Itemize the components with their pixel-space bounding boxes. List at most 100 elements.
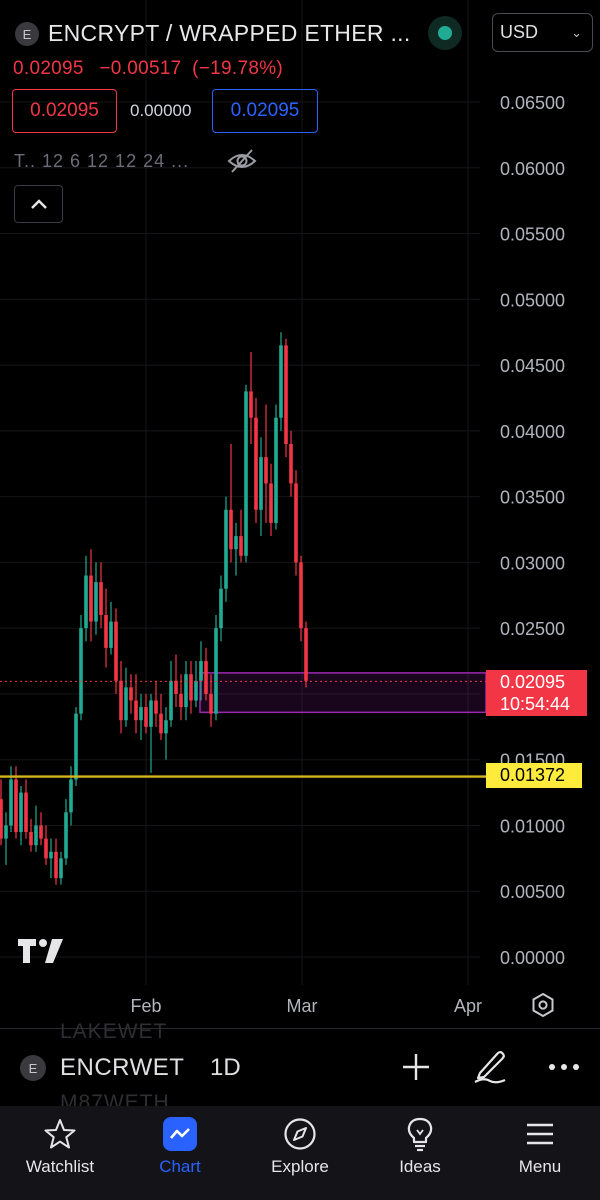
candle (194, 661, 198, 708)
candle (144, 693, 148, 734)
nav-chart[interactable]: Chart (120, 1106, 240, 1200)
candle (109, 601, 113, 655)
plus-icon[interactable] (400, 1051, 432, 1083)
candle (274, 404, 278, 530)
sell-button[interactable]: 0.02095 (12, 89, 117, 133)
currency-value: USD (500, 22, 539, 42)
candle (29, 818, 33, 852)
candle-body (279, 345, 283, 418)
market-status-indicator[interactable] (428, 16, 462, 50)
nav-label: Chart (159, 1157, 201, 1176)
nav-ideas[interactable]: Ideas (360, 1106, 480, 1200)
bottom-navigation: Watchlist Chart Explore (0, 1106, 600, 1200)
symbol-name-button[interactable]: ENCRWET (60, 1054, 185, 1081)
candle (159, 693, 163, 740)
price-chart[interactable]: 0.06500 0.06000 0.05500 0.05000 0.04500 0.040… (0, 0, 600, 1030)
candle-body (4, 825, 8, 839)
candle-body (9, 779, 13, 826)
chart-settings-icon[interactable] (530, 992, 556, 1018)
candle-body (304, 628, 308, 681)
interval-button[interactable]: 1D (210, 1054, 241, 1081)
drawing-pen-icon[interactable] (472, 1047, 508, 1085)
candle-body (144, 707, 148, 727)
buy-button[interactable]: 0.02095 (212, 89, 318, 133)
candle-body (29, 832, 33, 846)
x-tick-label: Feb (130, 996, 161, 1016)
level-price-tag: 0.01372 (486, 763, 582, 788)
candle-body (194, 680, 198, 701)
candle-body (164, 720, 168, 734)
symbol-title[interactable]: ENCRYPT / WRAPPED ETHER ... (48, 20, 411, 46)
candle (204, 647, 208, 701)
candle (209, 674, 213, 727)
candle (169, 661, 173, 727)
candle (174, 654, 178, 708)
candle-body (44, 838, 48, 859)
candle-body (219, 588, 223, 629)
candle (279, 332, 283, 431)
candle-body (229, 509, 233, 550)
candle (134, 674, 138, 734)
chevron-down-icon: ⌄ (571, 25, 582, 40)
candle-body (189, 674, 193, 701)
y-tick-label: 0.01000 (500, 816, 565, 836)
candle-body (54, 851, 58, 879)
candle-body (249, 391, 253, 418)
y-tick-label: 0.05500 (500, 225, 565, 245)
candle (79, 615, 83, 721)
candle-body (39, 825, 43, 839)
candle-body (264, 457, 268, 484)
candle (54, 838, 58, 885)
candle (299, 555, 303, 642)
symbol-logo[interactable]: E (15, 22, 39, 46)
nav-label: Ideas (399, 1157, 441, 1176)
last-price: 0.02095 (13, 58, 84, 79)
candle (239, 509, 243, 563)
nav-explore[interactable]: Explore (240, 1106, 360, 1200)
candle-body (19, 792, 23, 833)
hide-eye-icon[interactable] (226, 145, 258, 177)
more-options-icon[interactable] (546, 1051, 582, 1083)
ghost-symbol-above: LAKEWET (60, 1020, 168, 1043)
candle (19, 786, 23, 846)
candle-body (224, 509, 228, 589)
collapse-legend-button[interactable] (14, 185, 63, 223)
candle (184, 661, 188, 721)
candle-body (204, 661, 208, 694)
y-tick-label: 0.03000 (500, 553, 565, 573)
x-tick-label: Apr (454, 996, 482, 1016)
candlestick-series (0, 332, 308, 885)
candle (284, 338, 288, 458)
candle (119, 661, 123, 734)
y-tick-label: 0.03500 (500, 488, 565, 508)
y-tick-label: 0.04000 (500, 422, 565, 442)
candle-body (89, 575, 93, 622)
price-lines (0, 680, 486, 778)
candle-body (129, 687, 133, 701)
candle-body (69, 779, 73, 813)
currency-select[interactable]: USD ⌄ (492, 13, 593, 52)
candle-body (299, 562, 303, 629)
candle-body (24, 792, 28, 833)
candle (149, 693, 153, 773)
nav-label: Menu (518, 1157, 562, 1176)
candle (254, 397, 258, 523)
nav-label: Explore (271, 1157, 329, 1176)
candle (139, 693, 143, 740)
nav-menu[interactable]: Menu (480, 1106, 600, 1200)
candle (214, 615, 218, 721)
indicator-legend[interactable]: T.. 12 6 12 12 24 ... (14, 151, 190, 171)
candle (164, 707, 168, 760)
candle-body (294, 483, 298, 563)
candle (99, 562, 103, 629)
candle (264, 404, 268, 523)
nav-watchlist[interactable]: Watchlist (0, 1106, 120, 1200)
compass-icon (284, 1118, 316, 1150)
candle-body (244, 391, 248, 556)
x-tick-label: Mar (287, 996, 318, 1016)
candle-body (289, 444, 293, 484)
candle-body (269, 483, 273, 523)
candle-body (239, 536, 243, 556)
candle (129, 674, 133, 714)
y-tick-label: 0.00000 (500, 948, 565, 968)
